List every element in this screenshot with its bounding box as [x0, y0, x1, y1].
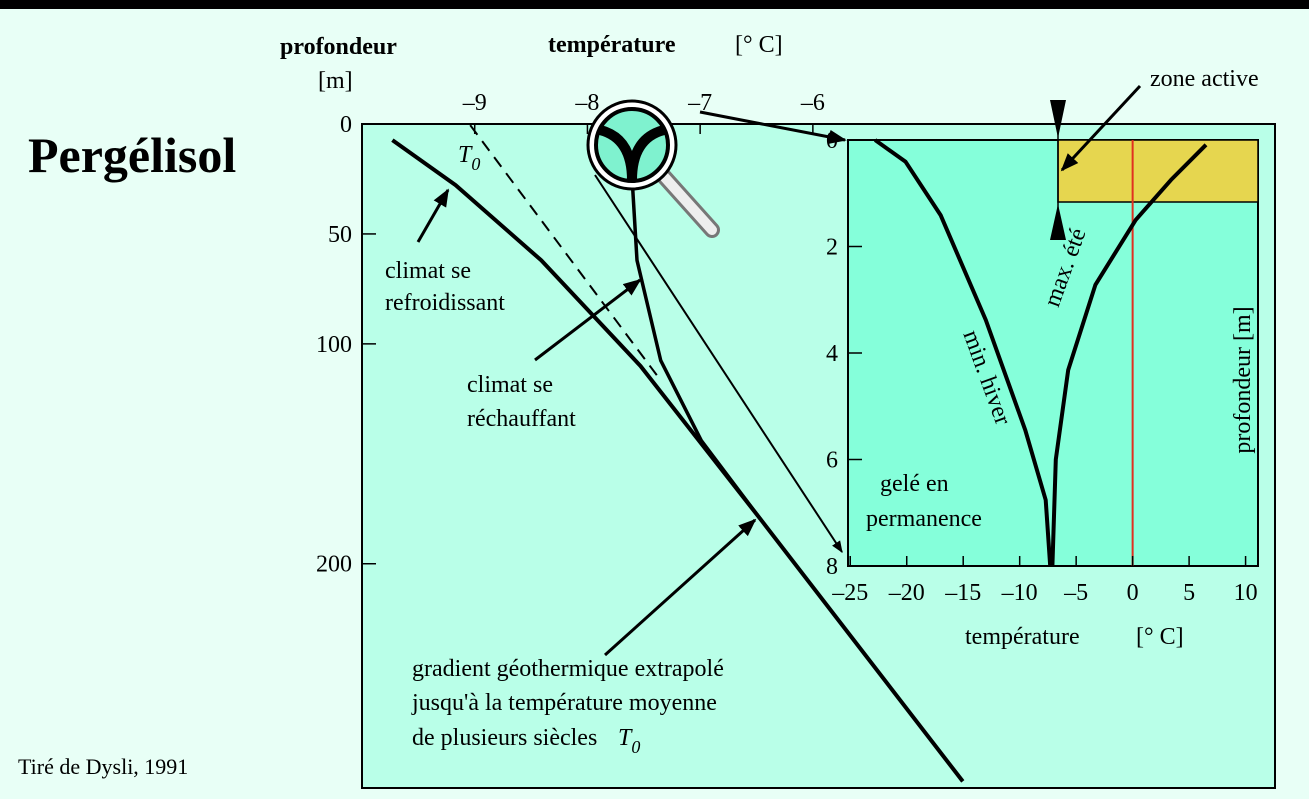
x-tick-label: –20: [888, 580, 925, 606]
x-tick-label: –5: [1063, 580, 1088, 606]
top-bar: [0, 0, 1309, 9]
y-tick-label: 50: [328, 222, 352, 248]
x-tick-label: –15: [944, 580, 981, 606]
annotation: gradient géothermique extrapolé: [412, 656, 724, 682]
y-unit: [m]: [318, 68, 353, 94]
y-tick-label: 6: [826, 448, 838, 474]
y-tick-label: 100: [316, 332, 352, 358]
x-tick-label: 5: [1183, 580, 1195, 606]
y-tick-label: 2: [826, 235, 838, 261]
y-tick-label: 0: [340, 112, 352, 138]
x-tick-label: –8: [574, 90, 599, 116]
title: Pergélisol: [28, 127, 236, 183]
y-label: profondeur: [280, 34, 397, 60]
annotation: refroidissant: [385, 290, 505, 316]
x-tick-label: –10: [1001, 580, 1038, 606]
annotation: jusqu'à la température moyenne: [411, 690, 717, 716]
x-tick-label: –6: [800, 90, 825, 116]
y-tick-label: 200: [316, 552, 352, 578]
figure: –9–8–7–6050100200 –25–20–15–10–505100246…: [0, 0, 1309, 799]
y-tick-label: 0: [826, 128, 838, 154]
x-tick-label: –9: [462, 90, 487, 116]
annotation: climat se: [385, 258, 471, 284]
annotation: réchauffant: [467, 406, 576, 432]
y-tick-label: 4: [826, 341, 838, 367]
annotation: gelé en: [880, 471, 949, 497]
annotation: de plusieurs siècles: [412, 725, 597, 751]
page: –9–8–7–6050100200 –25–20–15–10–505100246…: [0, 0, 1309, 799]
y-tick-label: 8: [826, 554, 838, 580]
x-tick-label: 10: [1234, 580, 1258, 606]
x-tick-label: –25: [831, 580, 868, 606]
x-unit: [° C]: [1136, 624, 1184, 650]
x-label: température: [548, 32, 676, 58]
source: Tiré de Dysli, 1991: [18, 754, 188, 779]
x-unit: [° C]: [735, 32, 783, 58]
y-label: profondeur [m]: [1230, 306, 1256, 453]
annotation: zone active: [1150, 66, 1259, 92]
x-label: température: [965, 624, 1080, 650]
annotation: climat se: [467, 372, 553, 398]
inset-chart: –25 –20 –15 –10 –5 0 5 10 0 2 4 6 8: [826, 128, 1258, 606]
annotation: permanence: [866, 506, 982, 532]
x-tick-label: 0: [1127, 580, 1139, 606]
